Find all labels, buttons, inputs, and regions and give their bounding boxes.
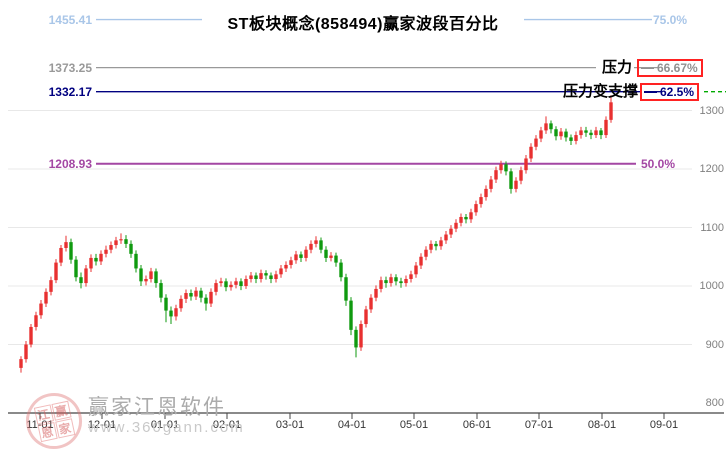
x-axis-tick-label: 05-01 (399, 419, 429, 431)
seal-char: 家 (54, 417, 75, 439)
pressure-support-value-box: 62.5% (640, 83, 700, 101)
y-axis-tick-label: 800 (705, 397, 724, 409)
x-axis-tick-label: 12-01 (87, 419, 117, 431)
pressure-value: 66.67% (657, 61, 698, 75)
watermark-brand: 赢家江恩软件 (88, 396, 226, 419)
level-price-75: 1455.41 (48, 13, 92, 27)
x-axis-tick-label: 02-01 (212, 419, 242, 431)
y-axis-tick-label: 900 (705, 338, 724, 351)
pressure-support-label: 压力变支撑 (562, 83, 638, 100)
x-axis-tick-label: 09-01 (649, 419, 679, 431)
x-axis-tick-label: 03-01 (275, 419, 305, 431)
x-axis-tick-label: 04-01 (337, 419, 367, 431)
level-price-66-67: 1373.25 (48, 61, 92, 75)
y-axis-tick-label: 1100 (700, 221, 724, 234)
x-axis-tick-label: 06-01 (462, 419, 492, 431)
x-axis-tick-label: 08-01 (587, 419, 617, 431)
pressure-label: 压力 (601, 59, 632, 76)
x-axis-tick-label: 01-01 (150, 419, 180, 431)
y-axis-tick-label: 1200 (699, 163, 724, 175)
candlestick-series[interactable] (19, 95, 613, 373)
level-pct-50: 50.0% (641, 157, 676, 171)
level-dash-icon (641, 67, 654, 69)
level-price-62-5: 1332.17 (48, 85, 92, 99)
watermark-url: www.360gann.com (88, 419, 245, 436)
pressure-support-value: 62.5% (660, 85, 695, 99)
y-axis-tick-label: 1300 (699, 104, 724, 117)
level-price-50: 1208.93 (48, 157, 92, 171)
level-dash-icon (644, 91, 657, 93)
x-axis-tick-label: 07-01 (524, 419, 554, 431)
y-axis-tick-label: 1000 (699, 280, 724, 292)
pressure-value-box: 66.67% (637, 59, 703, 77)
x-axis-tick-label: 11-01 (26, 419, 54, 431)
level-pct-75: 75.0% (653, 13, 688, 27)
seal-char: 恩 (36, 421, 58, 442)
